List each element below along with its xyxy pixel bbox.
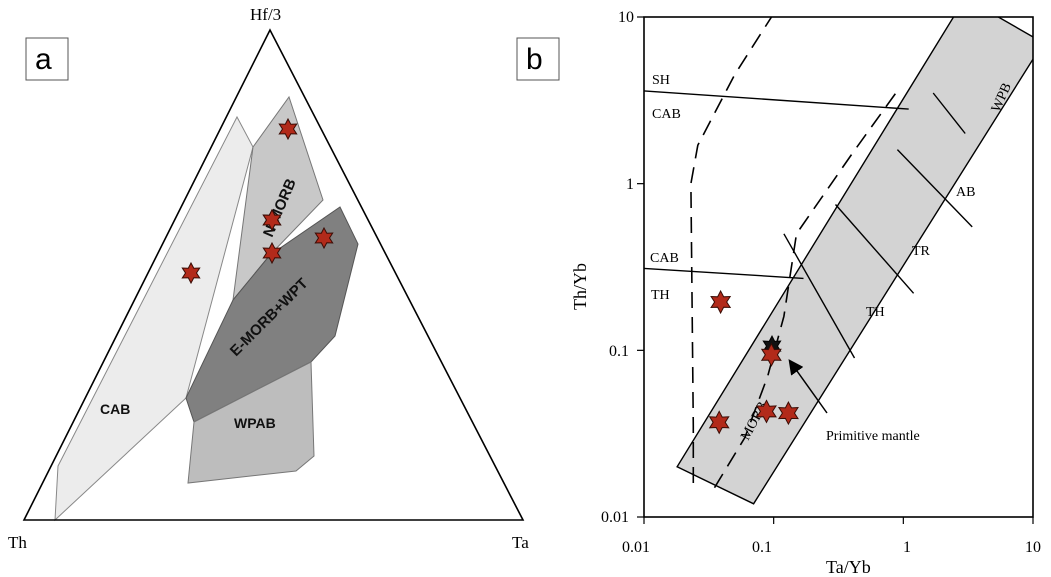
- field-label-cab: CAB: [100, 401, 130, 417]
- y-tick-label-2: 1: [626, 176, 634, 193]
- data-point-star: [760, 342, 782, 367]
- data-points: [708, 289, 799, 435]
- panel-label-b: b: [526, 43, 543, 76]
- data-point-star: [710, 289, 732, 315]
- field-cab: [54, 115, 254, 522]
- apex-label-left: Th: [8, 533, 27, 552]
- field-label-th-left: TH: [651, 288, 670, 303]
- field-label-ab: AB: [956, 185, 975, 200]
- panel-label-box-a: [25, 37, 69, 81]
- band-divisions: [783, 92, 973, 359]
- data-point-star: [755, 399, 777, 424]
- y-tick-label-0: 0.01: [601, 509, 629, 526]
- field-wpab: [187, 361, 315, 484]
- sample-stars: [181, 117, 334, 285]
- ternary-panel: CAB N-MORB E-MORB+WPT WPAB Hf/3 Th Ta a: [8, 5, 529, 552]
- data-point-star: [777, 401, 799, 426]
- x-tick-label-2: 1: [903, 539, 911, 556]
- field-label-cab-upper: CAB: [652, 107, 681, 122]
- sample-star: [278, 117, 298, 141]
- plot-frame: [643, 16, 1034, 518]
- x-tick-label-0: 0.01: [622, 539, 650, 556]
- band-division-line: [834, 204, 915, 294]
- band-division-line: [896, 149, 973, 228]
- data-point-star: [708, 410, 730, 435]
- dashed-boundary-left: [690, 17, 773, 483]
- panel-label-box-b: [516, 37, 560, 81]
- sample-star: [262, 241, 282, 265]
- y-tick-label-1: 0.1: [609, 343, 629, 360]
- axis-ticks: [637, 16, 1034, 524]
- sample-star: [181, 261, 201, 285]
- apex-label-top: Hf/3: [250, 5, 281, 24]
- apex-label-right: Ta: [512, 533, 529, 552]
- field-n-morb: [232, 95, 324, 302]
- x-tick-label-3: 10: [1025, 539, 1041, 556]
- field-label-cab-lower: CAB: [650, 251, 679, 266]
- x-axis-label: Ta/Yb: [826, 557, 871, 577]
- field-label-th-band: TH: [866, 305, 885, 320]
- field-label-sh: SH: [652, 73, 670, 88]
- ternary-outline: [22, 28, 525, 521]
- sample-star: [314, 226, 334, 250]
- sh-cab-line: [644, 90, 909, 110]
- cab-th-line: [644, 267, 804, 280]
- mantle-array-band: [676, 17, 1033, 505]
- panel-label-a: a: [35, 43, 52, 76]
- field-e-morb-wpt: [185, 206, 359, 423]
- primitive-mantle-arrow: [788, 359, 828, 414]
- dashed-boundary-right: [713, 90, 899, 489]
- field-label-tr: TR: [912, 244, 931, 259]
- y-tick-label-3: 10: [618, 9, 634, 26]
- band-division-line: [932, 92, 966, 134]
- primitive-mantle-label: Primitive mantle: [826, 429, 920, 444]
- band-division-line: [783, 233, 856, 359]
- sample-star: [262, 208, 282, 232]
- y-axis-label: Th/Yb: [570, 263, 590, 310]
- log-plot-panel: 0.01 0.1 1 10 0.01 0.1 1 10 Ta/Yb Th/Yb …: [516, 9, 1041, 577]
- field-label-wpab: WPAB: [234, 415, 276, 431]
- x-tick-label-1: 0.1: [752, 539, 772, 556]
